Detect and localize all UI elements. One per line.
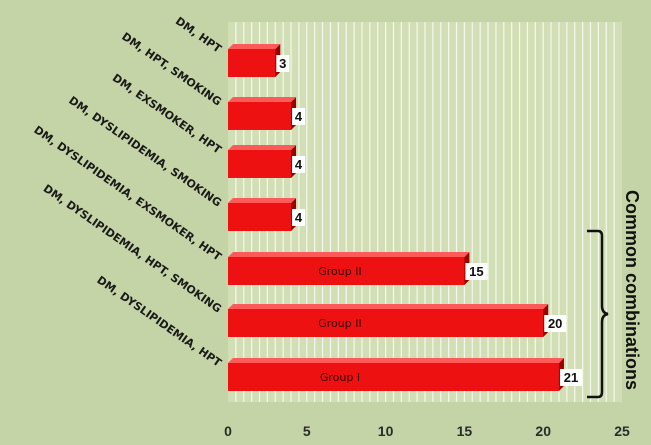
annotation-common-combinations: Common combinations <box>622 190 642 390</box>
value-label-box <box>292 209 306 226</box>
bar-top <box>228 198 297 203</box>
x-tick-label: 15 <box>457 423 473 439</box>
brace <box>587 229 609 399</box>
bar-top <box>228 97 297 102</box>
value-label: 21 <box>564 370 578 385</box>
bar-top <box>228 44 281 49</box>
value-label: 20 <box>548 316 562 331</box>
value-label: 4 <box>295 210 303 225</box>
bar <box>228 203 292 231</box>
x-tick-label: 20 <box>535 423 551 439</box>
bar <box>228 257 465 285</box>
bar-group-label: Group I <box>320 371 360 384</box>
bar-group-label: Group II <box>318 265 361 278</box>
value-label: 15 <box>469 264 483 279</box>
bar-top <box>228 252 470 257</box>
category-label: DM, DYSLIPIDEMIA, SMOKING <box>66 94 223 210</box>
value-label-box <box>276 55 290 72</box>
value-label-box <box>465 263 488 280</box>
bar-top <box>228 358 564 363</box>
bar <box>228 150 292 178</box>
value-label-box <box>544 315 567 332</box>
bar <box>228 309 544 337</box>
bar <box>228 49 276 77</box>
x-tick-label: 25 <box>614 423 630 439</box>
category-label: DM, DYSLIPIDEMIA, HPT <box>94 273 224 369</box>
category-label: DM, HPT <box>173 14 224 55</box>
value-label-box <box>559 369 582 386</box>
bar-top <box>228 304 549 309</box>
value-label: 4 <box>295 109 303 124</box>
x-tick-label: 5 <box>303 423 311 439</box>
bar <box>228 363 559 391</box>
value-label-box <box>292 156 306 173</box>
bar <box>228 102 292 130</box>
value-label: 4 <box>295 157 303 172</box>
x-tick-label: 0 <box>224 423 232 439</box>
value-label: 3 <box>279 56 286 71</box>
x-tick-label: 10 <box>378 423 394 439</box>
bar-top <box>228 145 297 150</box>
bar-group-label: Group II <box>318 317 361 330</box>
value-label-box <box>292 108 306 125</box>
